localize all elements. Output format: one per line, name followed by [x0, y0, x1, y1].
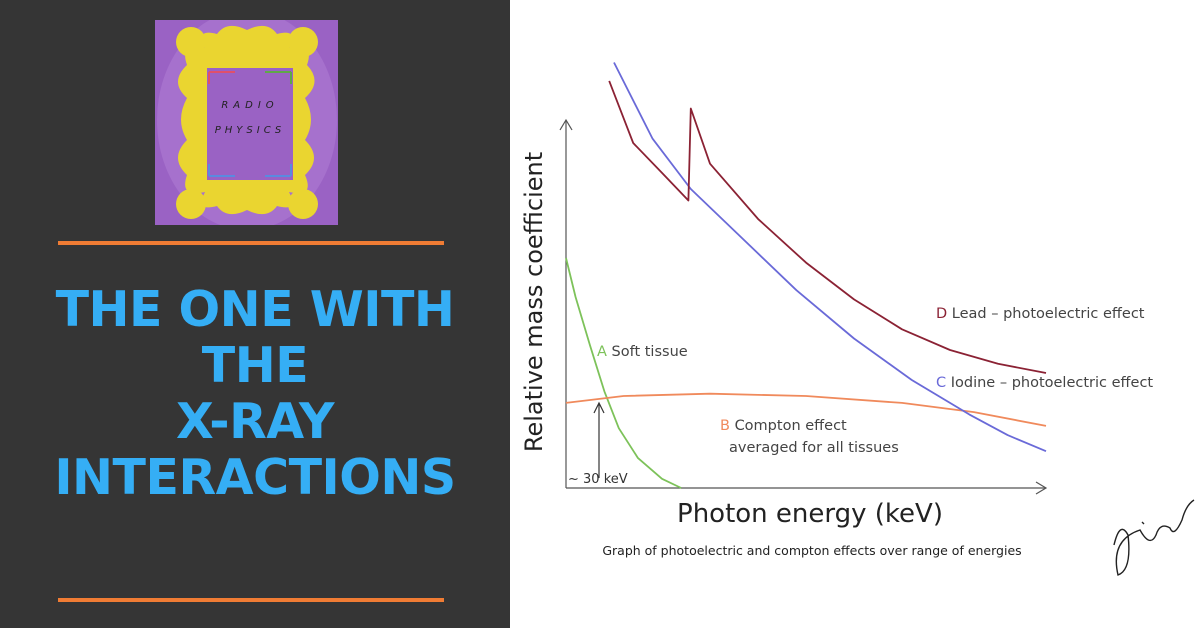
series-line-b — [565, 392, 1047, 427]
series-name: Lead – photoelectric effect — [952, 306, 1145, 322]
picture-frame-logo: RADIO PHYSICS — [155, 20, 338, 225]
y-axis-arrow — [559, 118, 573, 131]
left-panel: RADIO PHYSICS THE ONE WITH THE X-RAY INT… — [0, 0, 510, 628]
headline-line: THE ONE WITH — [55, 281, 455, 338]
series-labels: A Soft tissue B Compton effect averaged fo… — [597, 306, 1153, 456]
headline-line: X-RAY — [175, 393, 335, 450]
series-label-b-line2: averaged for all tissues — [729, 440, 899, 456]
chart-axes — [559, 118, 1048, 495]
headline-line: THE — [201, 337, 309, 394]
series-letter: C — [936, 375, 951, 391]
series-line-d — [608, 80, 1047, 374]
series-label-a: A Soft tissue — [597, 344, 688, 360]
series-name: Iodine – photoelectric effect — [951, 375, 1154, 391]
y-axis-label: Relative mass coefficient — [520, 152, 548, 452]
chart-panel: ~ 30 keV A Soft tissue B Compton effect av… — [510, 0, 1200, 628]
series-letter: D — [936, 306, 952, 322]
series-name: Soft tissue — [612, 344, 688, 360]
logo-line-physics: PHYSICS — [215, 125, 285, 136]
series-letter: B — [720, 418, 735, 434]
series-line-a — [565, 257, 682, 489]
series-label-c: C Iodine – photoelectric effect — [936, 375, 1153, 391]
headline-line: INTERACTIONS — [54, 449, 456, 506]
radio-physics-logo: RADIO PHYSICS — [155, 20, 338, 225]
logo-line-radio: RADIO — [221, 100, 278, 111]
series-label-b: B Compton effect — [720, 418, 847, 434]
series-name: Compton effect — [735, 418, 847, 434]
top-divider — [58, 241, 444, 245]
30kev-marker-arrowhead — [593, 401, 605, 414]
series-letter: A — [597, 344, 612, 360]
chart-caption: Graph of photoelectric and compton effec… — [602, 543, 1021, 558]
series-line-c — [613, 62, 1047, 453]
series-label-d: D Lead – photoelectric effect — [936, 306, 1145, 322]
author-signature — [1113, 499, 1195, 576]
x-ray-interaction-chart: ~ 30 keV A Soft tissue B Compton effect av… — [520, 62, 1195, 576]
x-axis-arrow — [1035, 481, 1048, 495]
annotation-30kev: ~ 30 keV — [568, 472, 628, 487]
series-layer — [565, 62, 1047, 489]
x-axis-label: Photon energy (keV) — [677, 499, 943, 529]
bottom-divider — [58, 598, 444, 602]
headline: THE ONE WITH THE X-RAY INTERACTIONS — [0, 282, 510, 506]
